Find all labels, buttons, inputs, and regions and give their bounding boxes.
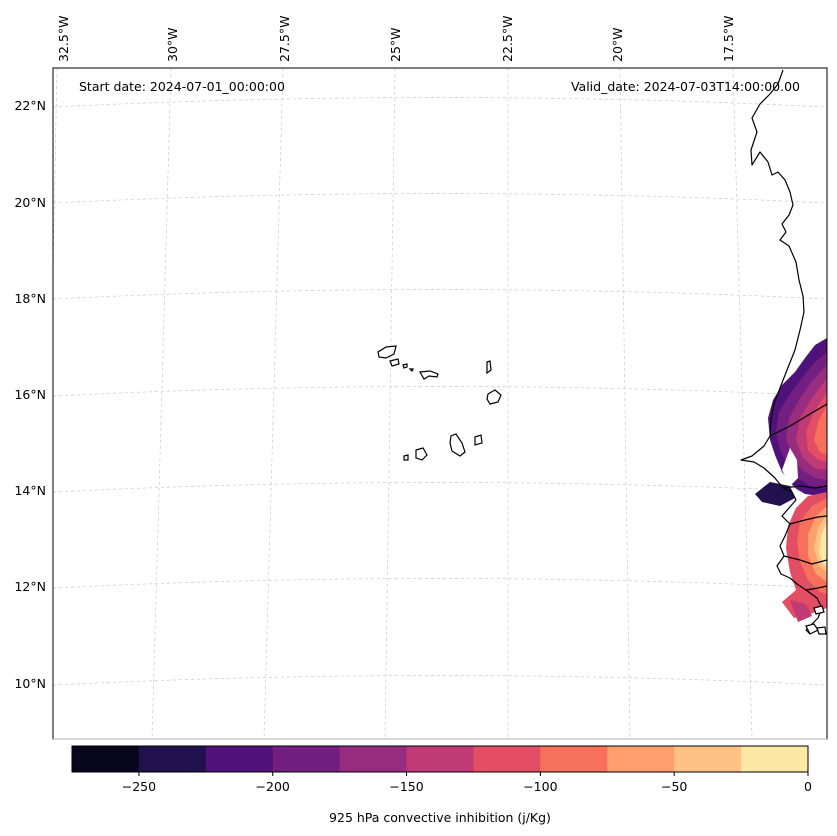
cin-south-tip — [790, 600, 812, 622]
parallel-10n — [53, 675, 827, 686]
cin-blank-notch — [782, 448, 798, 486]
colorbar-swatch — [473, 746, 541, 772]
colorbar-swatch — [205, 746, 274, 772]
santa-luzia-island — [402, 363, 408, 369]
parallel-12n — [53, 578, 827, 589]
santo-antao-island — [377, 345, 397, 359]
colorbar-tick-label: −100 — [523, 779, 557, 794]
colorbar-swatches — [72, 746, 809, 772]
parallel-20n — [53, 193, 827, 204]
start-date-annotation: Start date: 2024-07-01_00:00:00 — [79, 79, 285, 94]
brava-island — [403, 454, 409, 461]
colorbar-swatch — [272, 746, 341, 772]
guinea-bissau-border — [789, 515, 827, 525]
lon-label-22-5w: 22.5°W — [500, 16, 515, 62]
meridian-30w — [151, 68, 172, 739]
senegal-gambia-border — [769, 403, 827, 437]
colorbar-frame — [71, 745, 809, 773]
lat-label-20n: 20°N — [14, 195, 46, 210]
sao-vicente-island — [389, 358, 400, 367]
southern-border — [805, 585, 827, 591]
gambia-river-border — [782, 485, 827, 489]
map-frame — [52, 67, 828, 740]
lon-label-27-5w: 27.5°W — [277, 16, 292, 62]
sao-nicolau-island — [419, 370, 439, 380]
meridian-17-5w — [732, 68, 753, 739]
lon-label-20w: 20°W — [610, 27, 625, 62]
valid-date-annotation: Valid_date: 2024-07-03T14:00:00.00 — [571, 79, 800, 94]
gridlines — [53, 68, 827, 739]
lat-label-10n: 10°N — [14, 676, 46, 691]
meridian-32-5w — [53, 68, 58, 293]
colorbar-ticks: −250 −200 −150 −100 −50 0 — [122, 772, 812, 794]
colorbar-swatch — [72, 746, 140, 772]
colorbar-swatch — [607, 746, 675, 772]
colorbar-tick-label: −50 — [661, 779, 687, 794]
colorbar-swatch — [138, 746, 207, 772]
bijagos-island-3 — [816, 626, 827, 635]
lon-label-30w: 30°W — [165, 27, 180, 62]
meridian-25w — [384, 68, 396, 739]
map-area — [53, 68, 827, 739]
parallel-14n — [53, 482, 827, 493]
colorbar-swatch — [741, 746, 809, 772]
latitude-labels: 22°N 20°N 18°N 16°N 14°N 12°N 10°N — [14, 98, 46, 691]
colorbar-swatch — [339, 746, 408, 772]
santiago-island — [449, 433, 466, 457]
lat-label-22n: 22°N — [14, 98, 46, 113]
meridian-20w — [619, 68, 631, 739]
colorbar-tick-label: −200 — [256, 779, 290, 794]
longitude-labels: 32.5°W 30°W 27.5°W 25°W 22.5°W 20°W 17.5… — [56, 16, 736, 62]
lon-label-17-5w: 17.5°W — [721, 16, 736, 62]
colorbar-swatch — [674, 746, 742, 772]
colorbar-tick-label: 0 — [804, 779, 812, 794]
meridian-27-5w — [263, 68, 284, 739]
boa-vista-island — [486, 389, 502, 405]
cape-verde-islands — [377, 345, 502, 461]
cin-band-6 — [814, 405, 827, 455]
lat-label-12n: 12°N — [14, 579, 46, 594]
islet-1 — [408, 368, 414, 373]
colorbar-label: 925 hPa convective inhibition (j/Kg) — [329, 810, 551, 825]
colorbar-swatch — [406, 746, 474, 772]
cin-south-5 — [819, 522, 827, 566]
cin-field — [755, 338, 827, 622]
lat-label-18n: 18°N — [14, 291, 46, 306]
lon-label-25w: 25°W — [388, 27, 403, 62]
guinea-border — [783, 555, 827, 565]
lat-label-16n: 16°N — [14, 387, 46, 402]
cin-gambia-tongue — [755, 482, 795, 506]
sal-island — [486, 360, 492, 375]
lon-label-32-5w: 32.5°W — [56, 16, 71, 62]
african-coastline — [740, 69, 823, 635]
colorbar-tick-label: −150 — [389, 779, 423, 794]
fogo-island — [415, 447, 428, 461]
colorbar-tick-label: −250 — [122, 779, 156, 794]
colorbar: −250 −200 −150 −100 −50 0 925 hPa convective … — [71, 745, 812, 825]
maio-island — [474, 434, 483, 446]
parallel-16n — [53, 386, 827, 397]
bijagos-island-1 — [813, 605, 825, 615]
parallel-22n — [53, 97, 827, 108]
parallel-18n — [53, 289, 827, 300]
lat-label-14n: 14°N — [14, 483, 46, 498]
colorbar-swatch — [540, 746, 608, 772]
